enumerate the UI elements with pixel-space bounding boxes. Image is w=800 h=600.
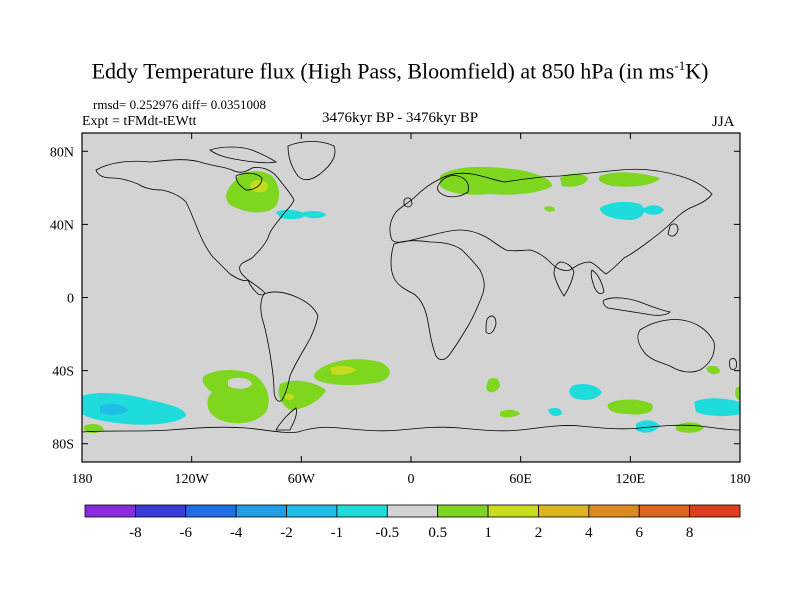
anomaly-patagonia (278, 380, 326, 410)
coastline-hudson-bay (235, 172, 263, 191)
x-axis-ticks: 180 120W 60W 0 60E 120E 180 (72, 133, 751, 487)
colorbar-label: 6 (635, 525, 643, 541)
y-tick-label: 0 (67, 292, 74, 307)
colorbar-label: 4 (585, 525, 593, 541)
anomaly-mongolia-neg (600, 201, 645, 220)
coastline-japan (667, 223, 679, 237)
anomaly-pacific-sector-neg (82, 393, 186, 425)
coastline-india (553, 261, 575, 297)
anomaly-south-pacific-hole (228, 377, 252, 389)
colorbar-label: -2 (280, 525, 293, 541)
y-axis-ticks: 80N 40N 0 40S 80S (50, 145, 740, 453)
coastline-indonesia (602, 297, 671, 316)
coastline-greenland (287, 141, 336, 180)
colorbar-swatch (286, 504, 338, 518)
anomaly-ross-sea (84, 423, 104, 433)
colorbar-label: -0.5 (375, 525, 399, 541)
x-tick-label: 180 (730, 472, 751, 487)
x-tick-label: 60W (288, 472, 316, 487)
colorbar-swatch (336, 504, 388, 518)
anomaly-australia-sector-pos (735, 386, 740, 400)
x-tick-label: 180 (72, 472, 93, 487)
anomaly-south-indian-1 (486, 378, 500, 393)
experiment-label: Expt = tFMdt-tEWtt (82, 114, 197, 129)
coastline-europe (389, 168, 713, 275)
colorbar-swatch (437, 504, 489, 518)
anomaly-kerguelen-neg (548, 407, 562, 417)
anomaly-tasman (706, 365, 720, 375)
colorbar-swatch (235, 504, 287, 518)
anomaly-patagonia-core (284, 393, 294, 401)
coastlines (82, 141, 740, 433)
coastline-british-isles (403, 197, 413, 208)
colorbar-swatch (689, 504, 741, 518)
anomaly-north-atlantic-neg-2 (304, 211, 326, 219)
coastline-arctic-islands (209, 146, 278, 164)
colorbar-swatch (638, 504, 691, 518)
colorbar-swatch (134, 504, 187, 518)
anomaly-south-pacific (202, 370, 269, 424)
anomaly-pacific-sector-neg-core (100, 403, 128, 415)
colorbar-swatch (538, 504, 590, 518)
y-tick-label: 40N (50, 218, 74, 233)
colorbar-label: -6 (180, 525, 193, 541)
colorbar-swatch (588, 504, 640, 518)
coastline-madagascar (485, 315, 497, 334)
anomaly-australia-sector-neg (694, 398, 740, 417)
anomaly-small-north (544, 206, 555, 212)
colorbar-swatch (386, 504, 439, 518)
chart-title: Eddy Temperature flux (High Pass, Bloomf… (91, 58, 709, 84)
colorbar-label: -1 (331, 525, 344, 541)
anomaly-east-siberia (598, 172, 660, 187)
season-label: JJA (712, 114, 735, 130)
anomaly-indian-pos (607, 399, 653, 415)
coastline-north-america (95, 159, 295, 281)
anomaly-north-america-core (250, 179, 268, 193)
colorbar-label: -4 (230, 525, 243, 541)
coastline-southeast-asia (590, 269, 605, 294)
x-tick-label: 120W (175, 472, 210, 487)
anomaly-indian-neg (569, 384, 602, 400)
anomaly-north-atlantic-neg (276, 209, 306, 220)
anomaly-siberia (560, 173, 588, 187)
anomaly-south-indian-2 (500, 409, 520, 418)
anomaly-north-america (226, 171, 280, 213)
period-label: 3476kyr BP - 3476kyr BP (322, 110, 479, 126)
y-tick-label: 80S (52, 438, 74, 453)
anomaly-antarctic-coast-neg (636, 420, 660, 433)
colorbar-label: 8 (686, 525, 694, 541)
anomaly-south-atlantic-core (330, 365, 356, 375)
y-tick-label: 80N (50, 145, 74, 160)
x-tick-label: 60E (509, 472, 532, 487)
coastline-antarctic-peninsula (275, 407, 297, 431)
colorbar-swatch (185, 504, 237, 518)
colorbar-swatch (84, 504, 136, 518)
y-tick-label: 40S (52, 365, 74, 380)
coastline-scandinavia (437, 175, 469, 198)
x-tick-label: 120E (616, 472, 646, 487)
coastline-antarctica (82, 424, 740, 433)
colorbar-swatch (487, 504, 539, 518)
coastline-south-america (260, 291, 319, 402)
rmsd-diff-stats: rmsd= 0.252976 diff= 0.0351008 (93, 97, 266, 112)
colorbar-label: 0.5 (428, 525, 447, 541)
colorbar-label: -8 (129, 525, 142, 541)
anomaly-manchuria-neg (644, 205, 664, 215)
colorbar-label: 1 (484, 525, 492, 541)
colorbar-labels: -8 -6 -4 -2 -1 -0.5 0.5 1 2 4 6 8 (129, 525, 693, 541)
coastline-australia (637, 319, 715, 373)
coastline-new-zealand (729, 358, 737, 370)
x-tick-label: 0 (408, 472, 415, 487)
colorbar-label: 2 (535, 525, 543, 541)
coastline-africa (390, 240, 485, 360)
colorbar (84, 504, 741, 518)
